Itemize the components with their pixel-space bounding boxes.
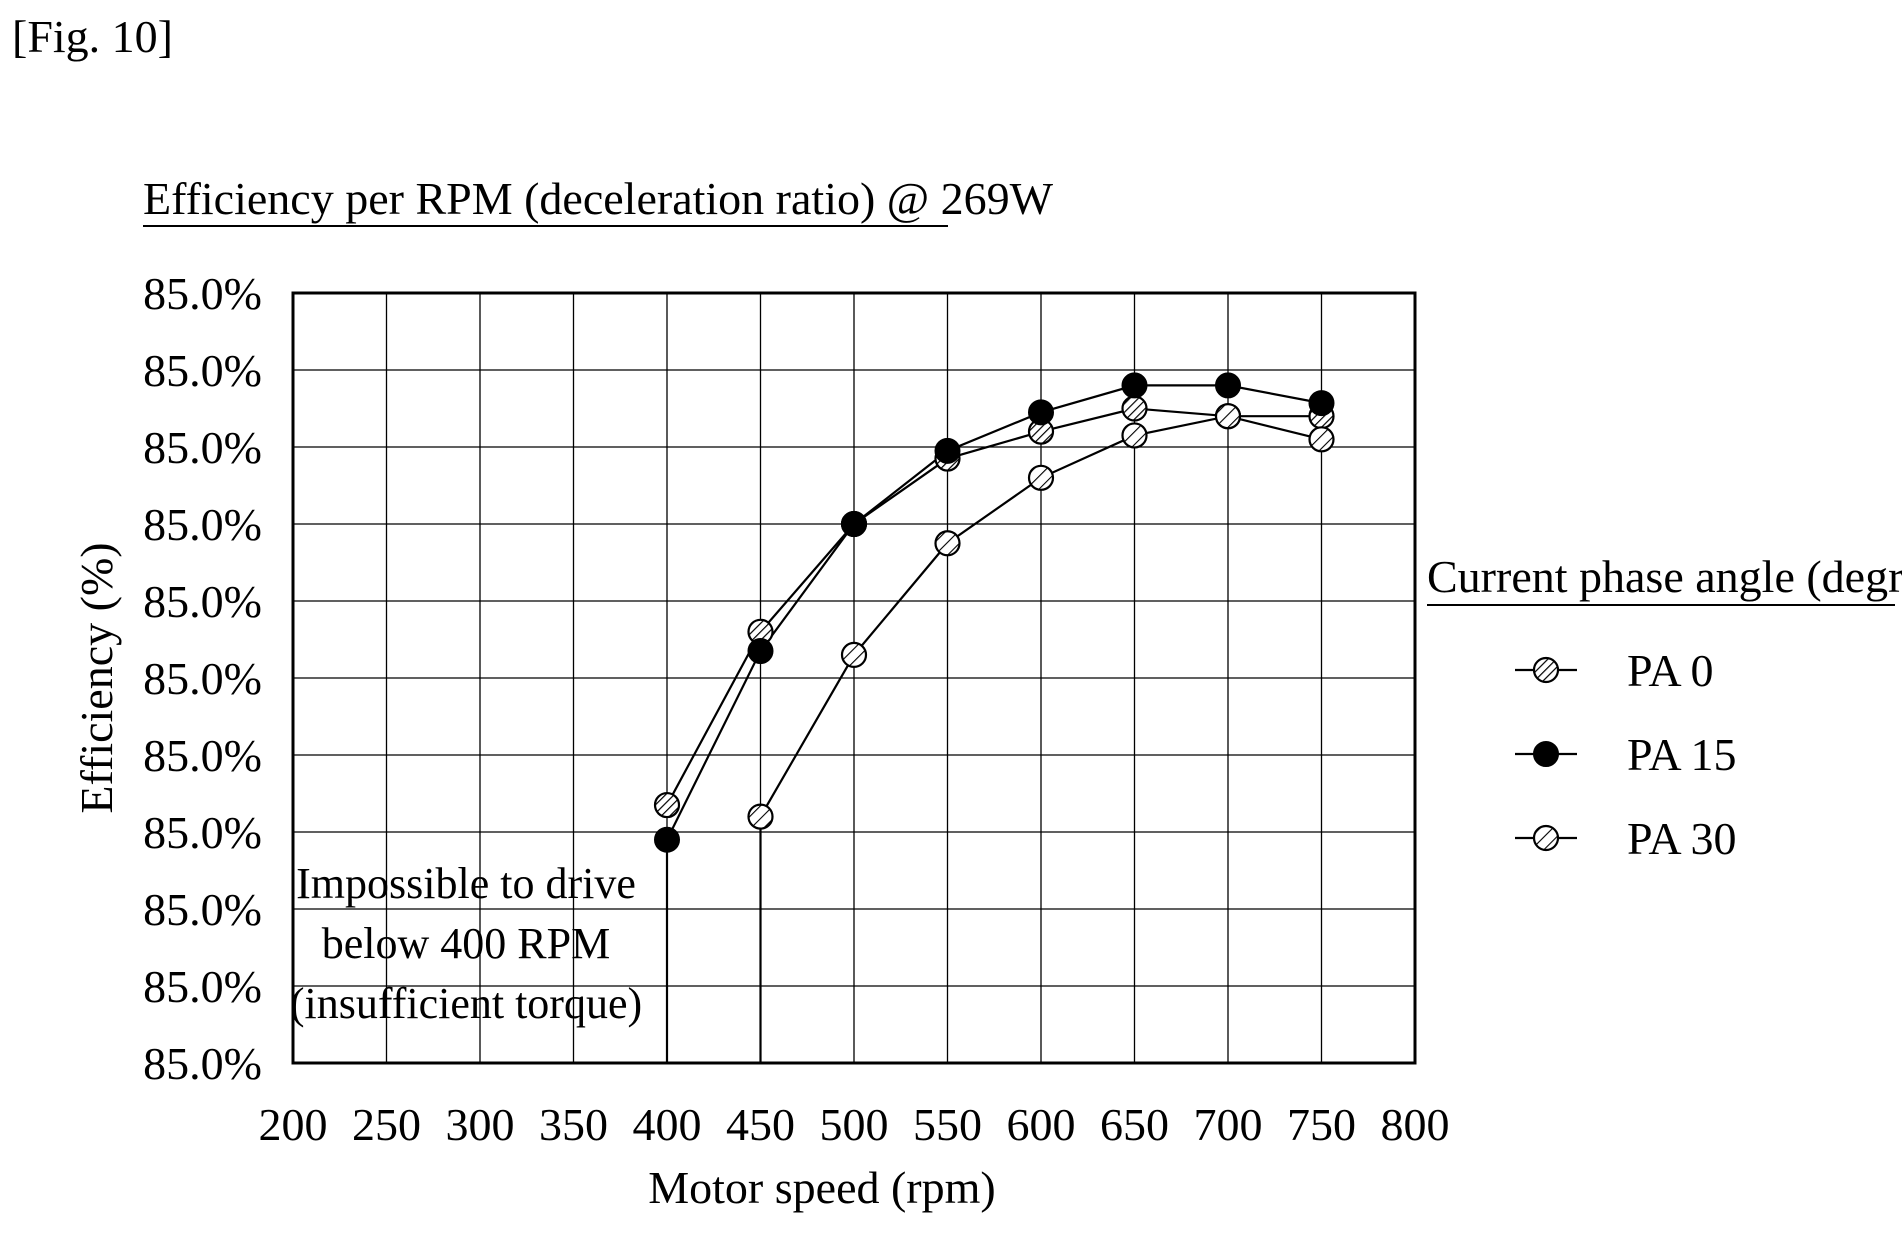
legend-label: PA 30 <box>1627 813 1737 864</box>
legend-title: Current phase angle (degree) <box>1427 551 1902 602</box>
data-point-pa-30 <box>936 531 960 555</box>
x-tick-label: 650 <box>1100 1099 1169 1150</box>
annotation-line: Impossible to drive <box>296 859 636 908</box>
y-tick-label: 85.0% <box>143 268 262 319</box>
series-lines <box>667 385 1322 839</box>
x-tick-label: 750 <box>1287 1099 1356 1150</box>
x-tick-label: 600 <box>1007 1099 1076 1150</box>
x-tick-label: 400 <box>633 1099 702 1150</box>
x-tick-label: 450 <box>726 1099 795 1150</box>
x-tick-label: 700 <box>1194 1099 1263 1150</box>
y-tick-label: 85.0% <box>143 961 262 1012</box>
y-tick-label: 85.0% <box>143 807 262 858</box>
x-tick-label: 800 <box>1381 1099 1450 1150</box>
data-point-pa-30 <box>1029 466 1053 490</box>
drop-lines <box>667 817 761 1063</box>
x-tick-label: 250 <box>352 1099 421 1150</box>
figure-label: [Fig. 10] <box>12 11 173 62</box>
legend-marker <box>1534 826 1558 850</box>
chart-title: Efficiency per RPM (deceleration ratio) … <box>143 173 1054 224</box>
legend-marker <box>1534 658 1558 682</box>
legend-label: PA 15 <box>1627 729 1737 780</box>
data-point-pa-15 <box>655 828 679 852</box>
data-point-pa-0 <box>655 793 679 817</box>
y-tick-label: 85.0% <box>143 884 262 935</box>
data-point-pa-15 <box>842 512 866 536</box>
data-point-pa-30 <box>1216 404 1240 428</box>
x-axis-label: Motor speed (rpm) <box>648 1162 995 1213</box>
y-tick-label: 85.0% <box>143 653 262 704</box>
legend-marker <box>1534 742 1558 766</box>
annotation-line: below 400 RPM <box>322 919 610 968</box>
data-point-pa-15 <box>749 639 773 663</box>
data-point-pa-30 <box>749 805 773 829</box>
legend-label: PA 0 <box>1627 645 1714 696</box>
y-tick-label: 85.0% <box>143 499 262 550</box>
annotation-line: (insufficient torque) <box>290 979 642 1028</box>
y-axis-label: Efficiency (%) <box>71 542 122 813</box>
y-axis-ticks: 85.0% 85.0% 85.0% 85.0% 85.0% 85.0% 85.0% 85.0%… <box>143 268 262 1089</box>
x-tick-label: 350 <box>539 1099 608 1150</box>
annotation-insufficient-torque: Impossible to drive below 400 RPM (insuffi… <box>290 859 642 1028</box>
x-tick-label: 550 <box>913 1099 982 1150</box>
x-tick-label: 500 <box>820 1099 889 1150</box>
data-point-pa-15 <box>1310 391 1334 415</box>
x-axis-ticks: 200 250 300 350 400 450 500 550 600 650 700 750 800 <box>259 1099 1450 1150</box>
data-point-pa-30 <box>842 643 866 667</box>
x-tick-label: 200 <box>259 1099 328 1150</box>
y-tick-label: 85.0% <box>143 1038 262 1089</box>
y-tick-label: 85.0% <box>143 576 262 627</box>
y-tick-label: 85.0% <box>143 730 262 781</box>
data-point-pa-15 <box>1029 400 1053 424</box>
data-point-pa-15 <box>1123 373 1147 397</box>
series-line-pa-0 <box>667 409 1322 806</box>
x-tick-label: 300 <box>446 1099 515 1150</box>
series-line-pa-15 <box>667 385 1322 839</box>
y-tick-label: 85.0% <box>143 422 262 473</box>
data-point-pa-30 <box>1123 423 1147 447</box>
data-point-pa-15 <box>1216 373 1240 397</box>
data-point-pa-30 <box>1310 427 1334 451</box>
legend: Current phase angle (degree) PA 0 PA 15 PA… <box>1427 551 1902 864</box>
data-point-pa-15 <box>936 439 960 463</box>
y-tick-label: 85.0% <box>143 345 262 396</box>
data-point-pa-0 <box>1123 397 1147 421</box>
